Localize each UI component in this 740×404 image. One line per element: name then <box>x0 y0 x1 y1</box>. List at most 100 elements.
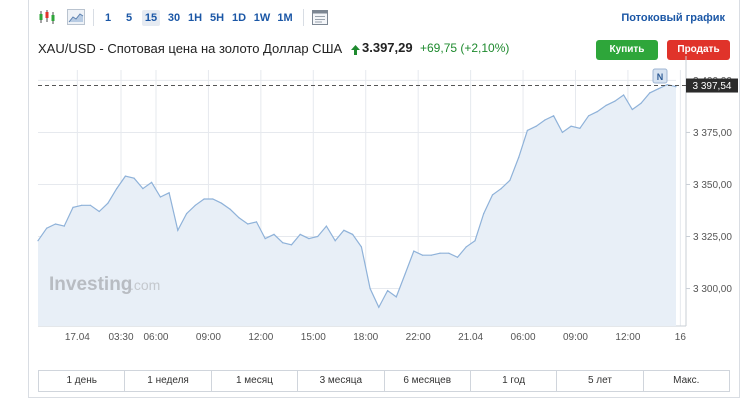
streaming-chart-link[interactable]: Потоковый график <box>621 12 725 24</box>
interval-1m[interactable]: 1M <box>277 12 293 24</box>
data-point <box>553 115 555 117</box>
data-point <box>89 204 91 206</box>
x-tick-label: 03:30 <box>109 332 134 343</box>
data-point <box>194 204 196 206</box>
interval-5h[interactable]: 5H <box>209 12 225 24</box>
data-point <box>116 188 118 190</box>
period-button[interactable]: 1 неделя <box>125 371 212 391</box>
data-point <box>124 175 126 177</box>
data-point <box>387 290 389 292</box>
data-point <box>439 252 441 254</box>
data-point <box>54 223 57 225</box>
interval-1w[interactable]: 1W <box>253 12 271 24</box>
calendar-icon[interactable] <box>312 9 328 25</box>
x-tick-label: 15:00 <box>301 332 326 343</box>
buy-button[interactable]: Купить <box>596 40 658 60</box>
data-point <box>352 233 354 235</box>
x-tick-label: 22:00 <box>406 332 431 343</box>
data-point <box>649 92 651 94</box>
data-point <box>273 233 275 235</box>
y-tick-label: 3 325,00 <box>693 232 732 243</box>
x-tick-label: 12:00 <box>248 332 273 343</box>
data-point <box>46 227 48 229</box>
data-point <box>133 177 135 179</box>
interval-30[interactable]: 30 <box>167 12 181 24</box>
data-point <box>142 188 144 190</box>
y-tick-label: 3 375,00 <box>693 128 732 139</box>
period-button[interactable]: Макс. <box>673 375 700 386</box>
data-point <box>657 88 660 90</box>
data-point <box>220 202 223 204</box>
news-marker[interactable] <box>652 68 668 84</box>
data-point <box>430 254 432 256</box>
period-selector: 1 день 1 неделя 1 месяц 3 месяца 6 месяцев 1 … <box>38 370 730 392</box>
x-tick-label: 16 <box>675 332 687 343</box>
data-point <box>421 254 424 256</box>
interval-15[interactable]: 15 <box>142 10 160 26</box>
current-price-label: 3 397,54 <box>693 81 732 92</box>
data-point <box>378 306 380 308</box>
period-button[interactable]: 5 лет <box>557 371 644 391</box>
data-point <box>526 129 528 131</box>
data-point <box>308 238 310 240</box>
data-point <box>483 213 485 215</box>
data-point <box>369 287 371 290</box>
price-chart: Investing.com 3 300,00 3 325,00 3 350,00 3 3… <box>37 56 738 343</box>
data-point <box>535 125 537 127</box>
area-chart-icon[interactable] <box>67 9 85 25</box>
interval-5[interactable]: 5 <box>125 12 133 24</box>
period-button[interactable]: 1 год <box>471 371 558 391</box>
data-point <box>98 210 100 213</box>
data-point <box>343 229 345 231</box>
candlestick-icon[interactable] <box>38 9 56 25</box>
data-point <box>255 221 258 223</box>
data-point <box>107 202 109 204</box>
data-point <box>588 115 590 117</box>
data-point <box>81 204 83 206</box>
period-button[interactable]: 3 месяца <box>298 371 385 391</box>
data-point <box>37 240 39 242</box>
data-point <box>448 252 450 254</box>
last-price: 3.397,29 <box>362 40 413 55</box>
x-tick-label: 06:00 <box>511 332 536 343</box>
toolbar-divider <box>93 9 94 26</box>
x-tick-label: 12:00 <box>615 332 640 343</box>
data-point <box>623 94 625 96</box>
data-point <box>596 111 598 113</box>
data-point <box>72 206 74 208</box>
data-point <box>509 179 511 181</box>
data-point <box>579 127 581 129</box>
data-point <box>614 100 616 102</box>
price-area <box>38 84 676 326</box>
chart-widget: 1 5 15 30 1H 5H 1D 1W 1M Потоковый графи… <box>28 0 740 398</box>
y-tick-label: 3 300,00 <box>693 284 732 295</box>
period-button[interactable]: 1 месяц <box>212 371 299 391</box>
period-button[interactable]: 1 день <box>39 371 126 391</box>
data-point <box>63 225 65 227</box>
data-point <box>631 108 633 111</box>
data-point <box>264 238 266 240</box>
period-button[interactable]: 6 месяцев <box>385 371 471 391</box>
chart-toolbar: 1 5 15 30 1H 5H 1D 1W 1M Потоковый графи… <box>29 0 739 34</box>
data-point <box>159 196 161 198</box>
price-change: +69,75 (+2,10%) <box>420 41 510 55</box>
x-tick-label: 06:00 <box>143 332 168 343</box>
investing-watermark: Investing <box>49 274 132 295</box>
data-point <box>640 102 642 104</box>
data-point <box>360 246 362 248</box>
interval-1d[interactable]: 1D <box>231 12 247 24</box>
data-point <box>177 229 179 231</box>
data-point <box>456 256 459 258</box>
data-point <box>544 119 546 121</box>
current-price-badge <box>686 78 738 93</box>
sell-button[interactable]: Продать <box>667 40 730 60</box>
interval-1[interactable]: 1 <box>104 12 112 24</box>
data-point <box>561 131 564 133</box>
data-point <box>605 104 607 106</box>
x-tick-label: 18:00 <box>353 332 378 343</box>
interval-1h[interactable]: 1H <box>187 12 203 24</box>
data-point <box>238 217 240 219</box>
data-point <box>570 125 572 127</box>
toolbar-divider <box>303 9 304 26</box>
data-point <box>247 223 249 225</box>
